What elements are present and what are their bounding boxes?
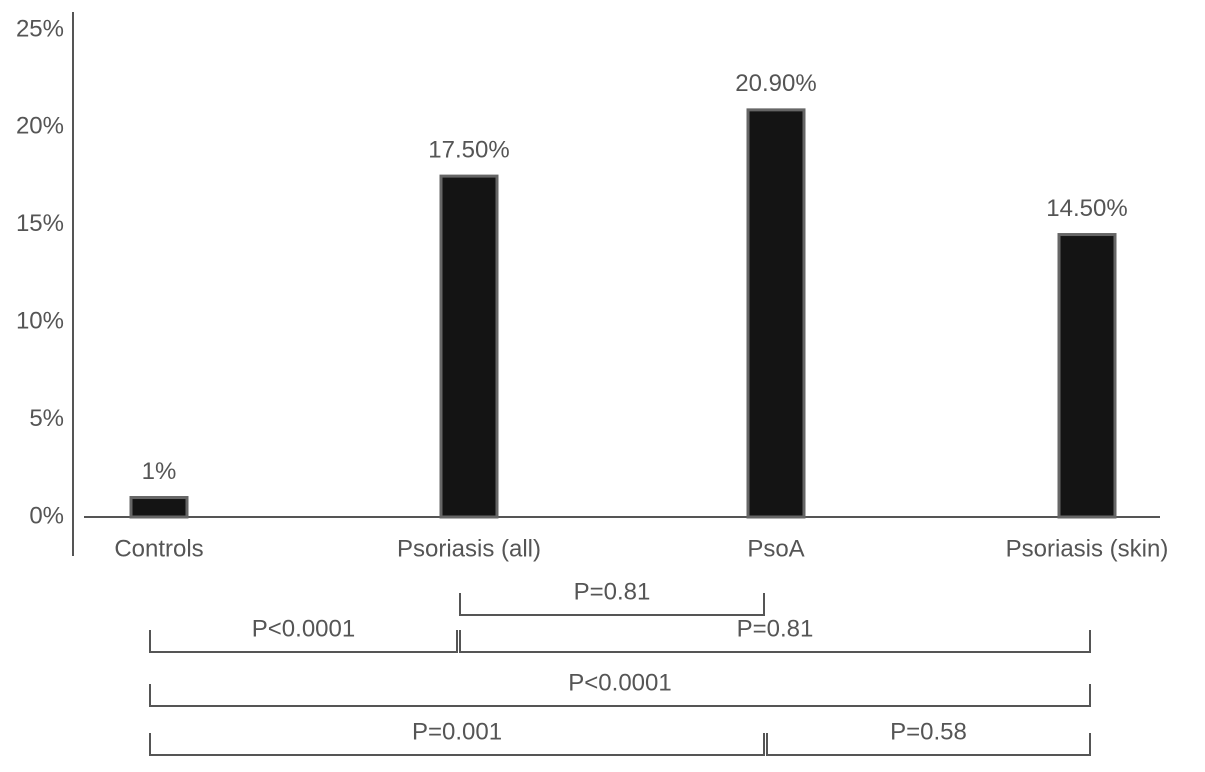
comparison-label: P=0.001: [412, 718, 502, 745]
value-label: 20.90%: [735, 70, 816, 97]
y-tick-label: 0%: [29, 502, 64, 529]
x-tick-label: Controls: [114, 535, 203, 562]
bar: [746, 108, 806, 519]
comparison-label: P<0.0001: [252, 615, 355, 642]
comparison-bracket: [459, 630, 1091, 653]
x-tick-label: Psoriasis (all): [397, 535, 541, 562]
y-tick-label: 10%: [16, 308, 64, 335]
comparison-label: P<0.0001: [568, 669, 671, 696]
bar: [439, 174, 499, 519]
comparison-bracket: [149, 630, 458, 653]
comparison-bracket: [459, 593, 765, 616]
value-label: 14.50%: [1046, 195, 1127, 222]
comparison-label: P=0.81: [574, 578, 651, 605]
value-label: 1%: [142, 458, 177, 485]
y-tick-label: 25%: [16, 15, 64, 42]
x-tick-label: PsoA: [747, 535, 804, 562]
comparison-bracket: [766, 733, 1091, 756]
y-tick-label: 20%: [16, 113, 64, 140]
comparison-label: P=0.81: [737, 615, 814, 642]
x-tick-label: Psoriasis (skin): [1006, 535, 1169, 562]
comparison-bracket: [149, 733, 765, 756]
comparison-label: P=0.58: [890, 718, 967, 745]
bar: [1057, 233, 1117, 519]
value-label: 17.50%: [428, 136, 509, 163]
y-tick-label: 15%: [16, 210, 64, 237]
comparison-bracket: [149, 684, 1091, 707]
y-tick-label: 5%: [29, 405, 64, 432]
bar: [129, 496, 189, 519]
